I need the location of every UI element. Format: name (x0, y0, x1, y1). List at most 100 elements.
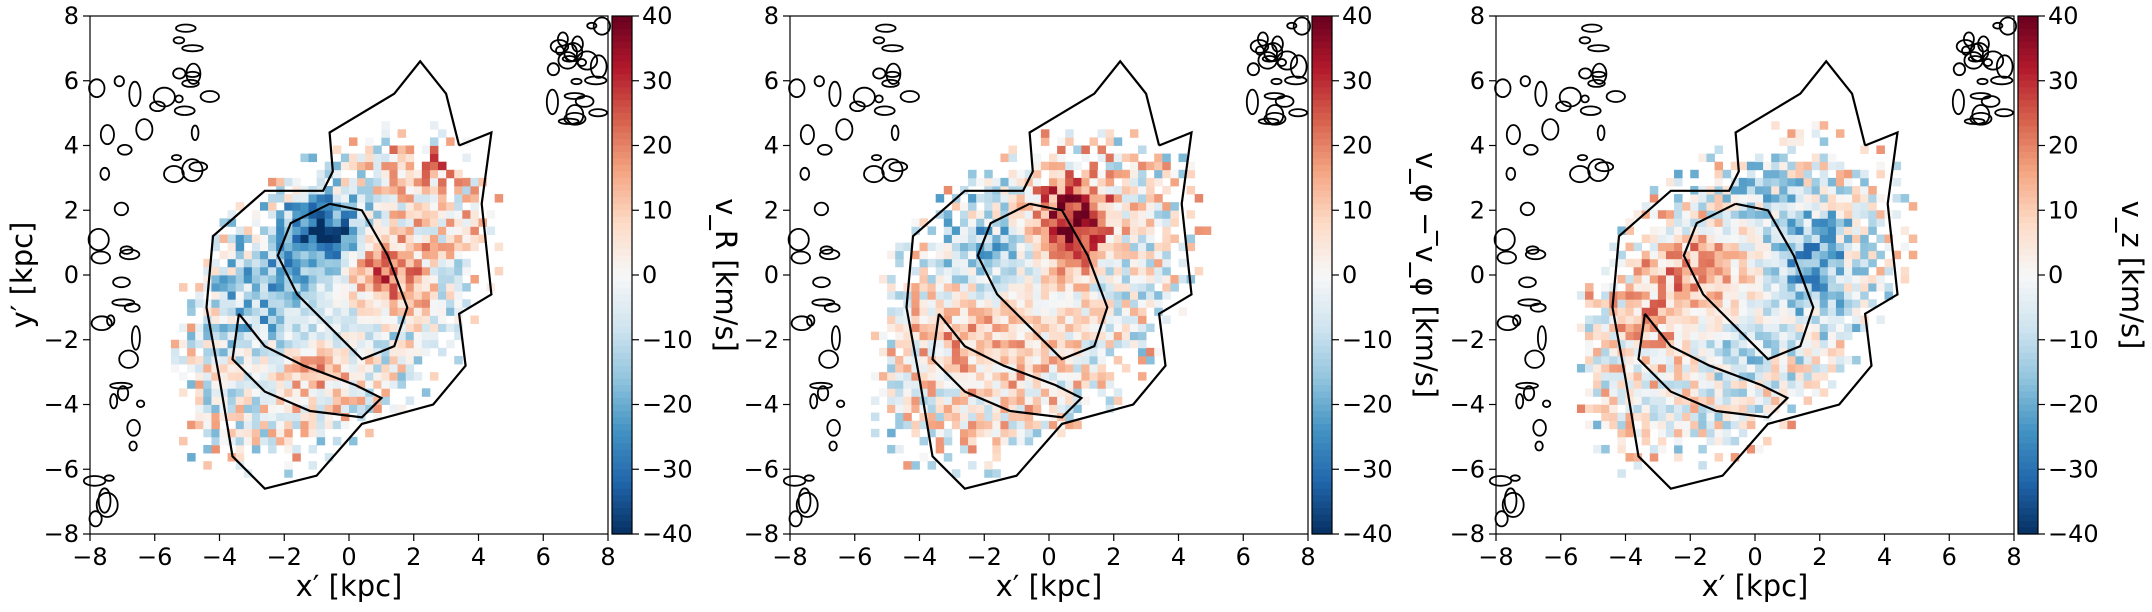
heatmap-cell (381, 331, 390, 341)
heatmap-cell (446, 339, 455, 349)
heatmap-cell (235, 339, 245, 349)
heatmap-cell (1625, 380, 1634, 389)
heatmap-cell (1795, 380, 1804, 389)
heatmap-cell (1674, 307, 1683, 316)
colorbar-segment (1312, 443, 1332, 451)
heatmap-cell (935, 258, 945, 268)
heatmap-cell (1113, 210, 1123, 219)
heatmap-cell (1811, 121, 1821, 130)
heatmap-cell (413, 307, 423, 316)
heatmap-cell (1105, 266, 1115, 276)
heatmap-cell (959, 234, 969, 244)
heatmap-cell (1105, 307, 1115, 316)
contour-fragment (888, 161, 909, 173)
heatmap-cell (984, 355, 993, 365)
heatmap-cell (968, 404, 977, 413)
heatmap-cell (1097, 202, 1107, 211)
heatmap-cell (1162, 218, 1171, 227)
heatmap-cell (1024, 177, 1034, 187)
heatmap-cell (1674, 404, 1683, 413)
heatmap-cell (1641, 266, 1651, 276)
heatmap-cell (243, 412, 253, 422)
heatmap-cell (1032, 372, 1042, 381)
heatmap-cell (462, 185, 471, 195)
heatmap-cell (992, 250, 1001, 260)
heatmap-cell (1649, 275, 1659, 284)
heatmap-cell (243, 428, 253, 438)
heatmap-cell (879, 331, 888, 341)
heatmap-cell (1755, 153, 1764, 163)
contour-fragment (90, 250, 112, 265)
heatmap-cell (1633, 453, 1643, 462)
heatmap-cell (1097, 364, 1107, 373)
heatmap-cell (1722, 323, 1732, 333)
heatmap-cell (903, 339, 912, 349)
heatmap-cell (1755, 266, 1764, 276)
heatmap-cell (919, 380, 928, 389)
heatmap-cell (1730, 242, 1740, 252)
heatmap-cell (1811, 388, 1821, 397)
heatmap-cell (1609, 355, 1618, 365)
heatmap-cell (1722, 242, 1732, 252)
heatmap-cell (381, 364, 390, 373)
heatmap-cell (1049, 266, 1058, 276)
heatmap-cell (276, 234, 285, 244)
colorbar-segment (1312, 404, 1332, 412)
heatmap-cell (227, 307, 237, 316)
heatmap-cell (429, 250, 439, 260)
y-tick-label: −4 (1450, 391, 1485, 419)
heatmap-cell (405, 323, 415, 333)
heatmap-cell (349, 266, 358, 276)
heatmap-cell (227, 291, 237, 300)
heatmap-cell (1827, 339, 1837, 349)
heatmap-cell (1698, 153, 1707, 163)
heatmap-cell (276, 250, 285, 260)
heatmap-cell (959, 380, 969, 389)
heatmap-cell (195, 339, 204, 349)
heatmap-cell (1746, 412, 1756, 422)
heatmap-cell (203, 323, 212, 333)
heatmap-cell (276, 194, 285, 203)
heatmap-cell (1008, 275, 1018, 284)
heatmap-cell (1089, 250, 1098, 260)
heatmap-cell (992, 380, 1001, 389)
colorbar-segment (612, 262, 632, 270)
heatmap-cell (195, 412, 204, 422)
heatmap-cell (397, 283, 407, 292)
density-contour-outer (905, 59, 1193, 490)
contour-fragment (117, 144, 133, 156)
heatmap-cell (1065, 169, 1074, 179)
heatmap-cell (300, 315, 309, 324)
heatmap-cell (1738, 210, 1748, 219)
heatmap-cell (1649, 194, 1659, 203)
heatmap-cell (324, 161, 334, 171)
contour-fragment (113, 75, 125, 88)
heatmap-cell (1032, 161, 1042, 171)
heatmap-cell (1049, 185, 1058, 195)
heatmap-cell (1674, 210, 1683, 219)
heatmap-cell (397, 226, 407, 235)
heatmap-cell (1730, 275, 1740, 284)
x-tick-label: −2 (267, 543, 302, 571)
colorbar-segment (1312, 300, 1332, 308)
heatmap-cell (1714, 355, 1724, 365)
heatmap-cell (268, 355, 277, 365)
colorbar-segment (1312, 462, 1332, 470)
contour-fragment (592, 16, 612, 36)
heatmap-cell (1811, 210, 1821, 219)
heatmap-cell (195, 420, 204, 430)
heatmap-cell (1657, 364, 1667, 373)
heatmap-cell (919, 347, 928, 357)
heatmap-cell (405, 202, 415, 211)
heatmap-cell (1105, 194, 1115, 203)
heatmap-cell (1803, 185, 1813, 195)
heatmap-cells (170, 121, 504, 478)
heatmap-cell (984, 461, 993, 470)
heatmap-cell (1065, 307, 1074, 316)
heatmap-cell (911, 428, 920, 438)
heatmap-cell (259, 250, 269, 260)
heatmap-cell (1178, 258, 1187, 268)
x-tick-label: 2 (1106, 543, 1121, 571)
heatmap-cell (1674, 266, 1683, 276)
heatmap-cell (1746, 161, 1756, 171)
